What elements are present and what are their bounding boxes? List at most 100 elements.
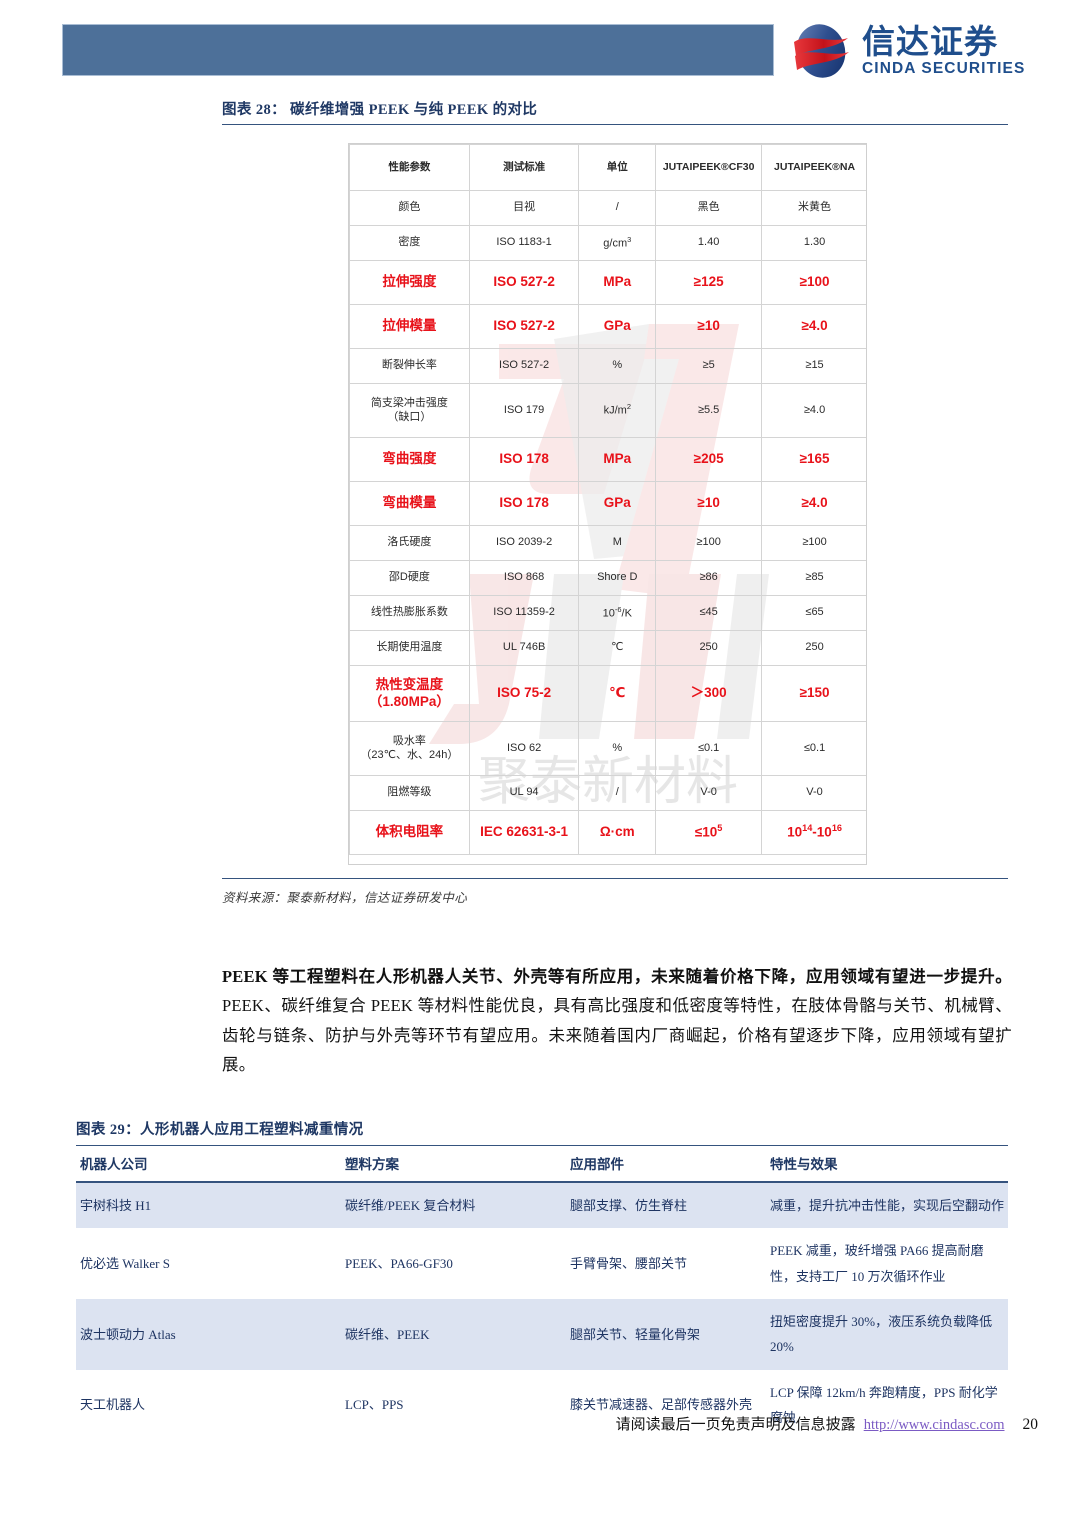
spec-cell-na: ≥4.0 — [761, 383, 866, 438]
spec-cell-cf30: ≥10 — [655, 481, 763, 526]
spec-cell-cf30: ＞300 — [655, 665, 763, 722]
spec-table-row: 拉伸强度 ISO 527-2 MPa ≥125 ≥100 — [349, 260, 866, 305]
header-blue-bar — [62, 24, 774, 76]
spec-cell-standard: UL 746B — [468, 630, 580, 666]
robot-cell-plan: LCP、PPS — [345, 1397, 404, 1413]
spec-cell-param: 断裂伸长率 — [349, 348, 470, 384]
spec-cell-cf30: ≤105 — [655, 810, 763, 855]
spec-cell-cf30: ≥5 — [655, 348, 763, 384]
logo-text: 信达证券 CINDA SECURITIES — [862, 25, 1025, 77]
spec-table: 性能参数 测试标准 单位 JUTAIPEEK®CF30 JUTAIPEEK®NA… — [349, 144, 866, 855]
robot-cell-company: 优必选 Walker S — [80, 1256, 170, 1272]
robot-cell-plan: PEEK、PA66-GF30 — [345, 1256, 453, 1272]
spec-cell-param: 简支梁冲击强度 （缺口） — [349, 383, 470, 438]
spec-cell-unit: MPa — [578, 437, 657, 482]
spec-cell-param: 吸水率 （23℃、水、24h） — [349, 721, 470, 776]
spec-header-param: 性能参数 — [349, 144, 470, 191]
spec-cell-unit: g/cm3 — [578, 225, 657, 261]
body-paragraph-rest: PEEK、碳纤维复合 PEEK 等材料性能优良，具有高比强度和低密度等特性，在肢… — [222, 996, 1012, 1075]
spec-table-row: 体积电阻率 IEC 62631-3-1 Ω·cm ≤105 1014-1016 — [349, 810, 866, 855]
body-paragraph-lead: PEEK 等工程塑料在人形机器人关节、外壳等有所应用，未来随着价格下降，应用领域… — [222, 967, 1012, 986]
robot-cell-effect: PEEK 减重，玻纤增强 PA66 提高耐磨性，支持工厂 10 万次循环作业 — [770, 1243, 984, 1284]
spec-table-row: 热性变温度 （1.80MPa） ISO 75-2 ℃ ＞300 ≥150 — [349, 665, 866, 722]
robot-cell-plan: 碳纤维、PEEK — [341, 1299, 566, 1370]
spec-cell-na: V-0 — [761, 775, 866, 811]
footer-disclaimer: 请阅读最后一页免责声明及信息披露 — [615, 1417, 856, 1433]
robot-plastics-table: 机器人公司 塑料方案 应用部件 特性与效果 宇树科技 H1 碳纤维/PEEK 复合… — [76, 1145, 1008, 1440]
figure-28-header: 图表 28： 碳纤维增强 PEEK 与纯 PEEK 的对比 — [222, 98, 1008, 125]
body-paragraph: PEEK 等工程塑料在人形机器人关节、外壳等有所应用，未来随着价格下降，应用领域… — [222, 962, 1012, 1079]
spec-cell-unit: GPa — [578, 481, 657, 526]
spec-cell-param: 颜色 — [349, 190, 470, 226]
spec-cell-unit: / — [578, 775, 657, 811]
spec-cell-standard: ISO 527-2 — [468, 304, 580, 349]
logo-name-cn: 信达证券 — [862, 23, 998, 61]
spec-table-row: 断裂伸长率 ISO 527-2% ≥5 ≥15 — [349, 348, 866, 384]
spec-header-na: JUTAIPEEK®NA — [761, 144, 866, 191]
spec-comparison-table-image: 聚泰新材料 性能参数 测试标准 单位 JUTAIPEEK®CF30 JUTAIP… — [348, 143, 867, 865]
robot-header-plan: 塑料方案 — [341, 1145, 566, 1183]
spec-cell-cf30: 250 — [655, 630, 763, 666]
spec-cell-na: 1.30 — [761, 225, 866, 261]
spec-table-row: 线性热膨胀系数 ISO 11359-2 10-6/K ≤45 ≤65 — [349, 595, 866, 631]
spec-cell-unit: Shore D — [578, 560, 657, 596]
spec-cell-na: ≥100 — [761, 525, 866, 561]
robot-cell-effect: 扭矩密度提升 30%，液压系统负载降低 20% — [766, 1299, 1008, 1370]
robot-cell-company: 波士顿动力 Atlas — [76, 1299, 341, 1370]
spec-table-row: 简支梁冲击强度 （缺口） ISO 179 kJ/m2 ≥5.5 ≥4.0 — [349, 383, 866, 438]
spec-cell-unit: ℃ — [578, 665, 657, 722]
robot-cell-effect: LCP 保障 12km/h 奔跑精度，PPS 耐化学腐蚀 — [770, 1384, 998, 1426]
spec-cell-unit: kJ/m2 — [578, 383, 657, 438]
spec-cell-cf30: 黑色 — [655, 190, 763, 226]
robot-cell-part: 腿部关节、轻量化骨架 — [566, 1299, 766, 1370]
robot-cell-company: 天工机器人 — [80, 1397, 146, 1413]
spec-table-body: 性能参数 测试标准 单位 JUTAIPEEK®CF30 JUTAIPEEK®NA… — [349, 144, 866, 855]
spec-cell-na: ≥15 — [761, 348, 866, 384]
spec-table-row: 吸水率 （23℃、水、24h） ISO 62% ≤0.1 ≤0.1 — [349, 721, 866, 776]
robot-table-header-row: 机器人公司 塑料方案 应用部件 特性与效果 — [76, 1145, 1008, 1183]
spec-table-row: 长期使用温度 UL 746B ℃ 250 250 — [349, 630, 866, 666]
spec-cell-cf30: V-0 — [655, 775, 763, 811]
spec-cell-na: ≤65 — [761, 595, 866, 631]
robot-cell-part: 膝关节减速器、足部传感器外壳 — [570, 1397, 753, 1413]
robot-header-company: 机器人公司 — [76, 1145, 341, 1183]
spec-cell-unit: MPa — [578, 260, 657, 305]
footer-url-link[interactable]: http://www.cindasc.com — [863, 1417, 1005, 1433]
robot-cell-plan: 碳纤维/PEEK 复合材料 — [341, 1182, 566, 1229]
logo-name-en: CINDA SECURITIES — [862, 60, 1026, 78]
figure-28-source-block: 资料来源：聚泰新材料，信达证券研发中心 — [222, 878, 1008, 906]
spec-cell-na: 250 — [761, 630, 866, 666]
spec-cell-na: ≤0.1 — [761, 721, 866, 776]
spec-cell-cf30: ≥5.5 — [655, 383, 763, 438]
spec-cell-unit: GPa — [578, 304, 657, 349]
spec-cell-standard: 目视 — [468, 190, 580, 226]
spec-cell-unit: % — [578, 721, 657, 776]
spec-cell-na: ≥165 — [761, 437, 866, 482]
robot-cell-effect: 减重，提升抗冲击性能，实现后空翻动作 — [766, 1182, 1008, 1229]
spec-cell-param: 线性热膨胀系数 — [349, 595, 470, 631]
page-number: 20 — [1022, 1416, 1039, 1433]
spec-cell-cf30: ≥125 — [655, 260, 763, 305]
spec-cell-standard: ISO 62 — [468, 721, 580, 776]
spec-cell-na: ≥150 — [761, 665, 866, 722]
spec-cell-standard: UL 94 — [468, 775, 580, 811]
spec-cell-unit: % — [578, 348, 657, 384]
robot-table-head: 机器人公司 塑料方案 应用部件 特性与效果 — [76, 1145, 1008, 1183]
spec-cell-param: 体积电阻率 — [349, 810, 470, 855]
robot-header-part: 应用部件 — [566, 1145, 766, 1183]
spec-cell-na: ≥100 — [761, 260, 866, 305]
figure-28-source-text: 资料来源：聚泰新材料，信达证券研发中心 — [222, 891, 468, 905]
spec-cell-na: 1014-1016 — [761, 810, 866, 855]
spec-cell-standard: ISO 75-2 — [468, 665, 580, 722]
spec-cell-standard: ISO 178 — [468, 481, 580, 526]
robot-header-effect: 特性与效果 — [766, 1145, 1008, 1183]
table-row: 宇树科技 H1 碳纤维/PEEK 复合材料 腿部支撑、仿生脊柱 减重，提升抗冲击性能，… — [76, 1182, 1008, 1229]
spec-cell-unit: / — [578, 190, 657, 226]
spec-cell-unit: 10-6/K — [578, 595, 657, 631]
spec-cell-na: 米黄色 — [761, 190, 866, 226]
spec-cell-cf30: ≥10 — [655, 304, 763, 349]
spec-cell-standard: IEC 62631-3-1 — [468, 810, 580, 855]
spec-cell-standard: ISO 2039-2 — [468, 525, 580, 561]
spec-cell-cf30: ≥86 — [655, 560, 763, 596]
spec-cell-cf30: ≤0.1 — [655, 721, 763, 776]
